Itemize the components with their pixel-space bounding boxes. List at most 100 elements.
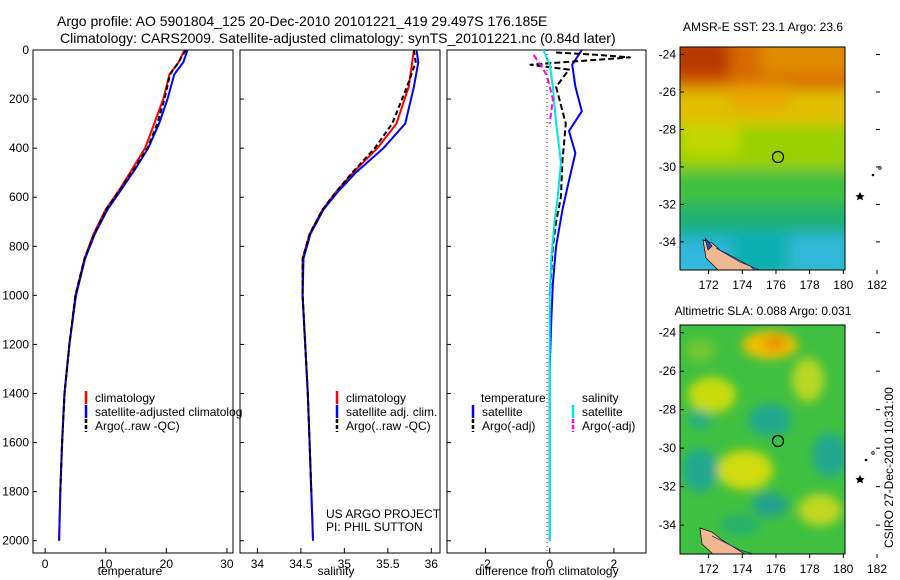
x-tick-label: -2 [480, 557, 491, 571]
map-y-tick-label: -28 [659, 122, 677, 136]
x-tick-label: 10 [99, 557, 113, 571]
profile-lines [58, 49, 631, 541]
island-star-icon [855, 475, 865, 484]
axis-ticks: 0 10 20 30020040060080010001200140016001800… [2, 43, 617, 571]
y-tick-label: 1000 [2, 288, 29, 302]
salinity-xlabel: salinity [318, 564, 355, 578]
legend-climatology-label: climatology [95, 391, 155, 405]
legend-salinity-header: salinity [582, 391, 619, 405]
temperature-xlabel: temperature [98, 564, 163, 578]
y-tick-label: 600 [9, 190, 29, 204]
sla-map-title: Altimetric SLA: 0.088 Argo: 0.031 [675, 304, 852, 318]
difference-legend: temperature salinity satellite Argo(-adj… [471, 391, 635, 433]
y-tick-label: 200 [9, 92, 29, 106]
map-y-tick-label: -26 [659, 364, 677, 378]
series-line-difference [542, 49, 562, 541]
map-y-tick-label: -26 [659, 85, 677, 99]
legend-temperature-header: temperature [481, 391, 546, 405]
x-tick-label: 0 [42, 557, 49, 571]
map-x-tick-label: 178 [800, 278, 820, 292]
map-y-tick-label: -28 [659, 403, 677, 417]
csiro-timestamp: CSIRO 27-Dec-2010 10:31:00 [882, 387, 896, 548]
figure-title-line2: Climatology: CARS2009. Satellite-adjuste… [60, 30, 616, 46]
y-tick-label: 1600 [2, 436, 29, 450]
sla-heatmap [680, 325, 845, 554]
x-tick-label: 30 [220, 557, 234, 571]
x-tick-label: 20 [160, 557, 174, 571]
sst-argo-marker [771, 150, 785, 164]
map-x-tick-label: 172 [699, 562, 719, 576]
x-tick-label: 2 [611, 557, 618, 571]
island-dot-icon [871, 451, 875, 455]
sla-argo-marker [771, 434, 785, 448]
map-x-tick-label: 178 [800, 562, 820, 576]
map-x-tick-label: 182 [867, 278, 887, 292]
map-x-tick-label: 182 [867, 562, 887, 576]
sst-heatmap [680, 47, 845, 270]
series-line-salinity [301, 49, 420, 541]
series-line-temperature [59, 49, 187, 492]
island-dot-icon [878, 166, 882, 170]
map-x-tick-label: 176 [766, 562, 786, 576]
sst-map-title: AMSR-E SST: 23.1 Argo: 23.6 [683, 20, 843, 34]
series-line-temperature [58, 49, 186, 541]
temperature-axes [32, 49, 234, 554]
legend-sal-satellite-label: satellite [582, 405, 623, 419]
y-tick-label: 2000 [2, 534, 29, 548]
y-tick-label: 800 [9, 239, 29, 253]
difference-xlabel: difference from climatology [475, 564, 618, 578]
figure-title-line1: Argo profile: AO 5901804_125 20-Dec-2010… [57, 13, 547, 29]
map-y-tick-label: -32 [659, 480, 677, 494]
salinity-legend: climatology satellite adj. clim. Argo(..… [326, 391, 441, 534]
legend-sal-argo-label: Argo(-adj) [582, 419, 635, 433]
map-x-tick-label: 180 [833, 562, 853, 576]
map-y-tick-label: -34 [659, 518, 677, 532]
map-y-tick-label: -30 [659, 441, 677, 455]
project-annotation: US ARGO PROJECT [326, 507, 441, 521]
sla-map-ticks: 172 174 176 178 180 182 -24 -26 -28 -30 -32 -34 [659, 326, 888, 576]
x-tick-label: 36 [425, 557, 439, 571]
map-y-tick-label: -32 [659, 197, 677, 211]
map-x-tick-label: 172 [699, 278, 719, 292]
sla-map-frame [679, 324, 846, 555]
sst-map-ticks: 172 174 176 178 180 182 -24 -26 -28 -30 -32 -34 [659, 47, 888, 292]
x-tick-label: 0 [546, 557, 553, 571]
legend-satellite-label: satellite adj. clim. [346, 405, 437, 419]
map-x-tick-label: 174 [732, 562, 752, 576]
map-y-tick-label: -24 [659, 47, 677, 61]
map-y-tick-label: -24 [659, 326, 677, 340]
legend-temp-argo-label: Argo(-adj) [482, 419, 535, 433]
difference-axes [446, 49, 647, 554]
legend-satellite-label: satellite-adjusted climatolog [95, 405, 242, 419]
island-dot-icon [864, 458, 868, 462]
x-tick-label: 35.5 [376, 557, 400, 571]
map-x-tick-label: 174 [732, 278, 752, 292]
map-y-tick-label: -34 [659, 235, 677, 249]
series-line-difference [529, 51, 631, 296]
island-dot-icon [871, 173, 875, 177]
x-tick-label: 35 [338, 557, 352, 571]
y-tick-label: 1200 [2, 337, 29, 351]
x-tick-label: 34.5 [289, 557, 313, 571]
series-line-difference [532, 54, 554, 124]
legend-argo-label: Argo(..raw -QC) [95, 419, 180, 433]
x-tick-label: 34 [251, 557, 265, 571]
legend-temp-satellite-label: satellite [482, 405, 523, 419]
sst-map-frame [679, 46, 846, 271]
series-line-salinity [301, 49, 417, 492]
legend-argo-label: Argo(..raw -QC) [346, 419, 431, 433]
legend-climatology-label: climatology [346, 391, 406, 405]
map-x-tick-label: 180 [833, 278, 853, 292]
salinity-axes [239, 49, 441, 554]
temperature-legend: climatology satellite-adjusted climatolo… [84, 391, 242, 433]
y-tick-label: 1800 [2, 485, 29, 499]
y-tick-label: 0 [22, 43, 29, 57]
map-y-tick-label: -30 [659, 160, 677, 174]
pi-annotation: PI: PHIL SUTTON [326, 520, 423, 534]
map-x-tick-label: 176 [766, 278, 786, 292]
y-tick-label: 1400 [2, 387, 29, 401]
series-line-salinity [301, 49, 415, 541]
y-tick-label: 400 [9, 141, 29, 155]
series-line-temperature [58, 49, 189, 541]
